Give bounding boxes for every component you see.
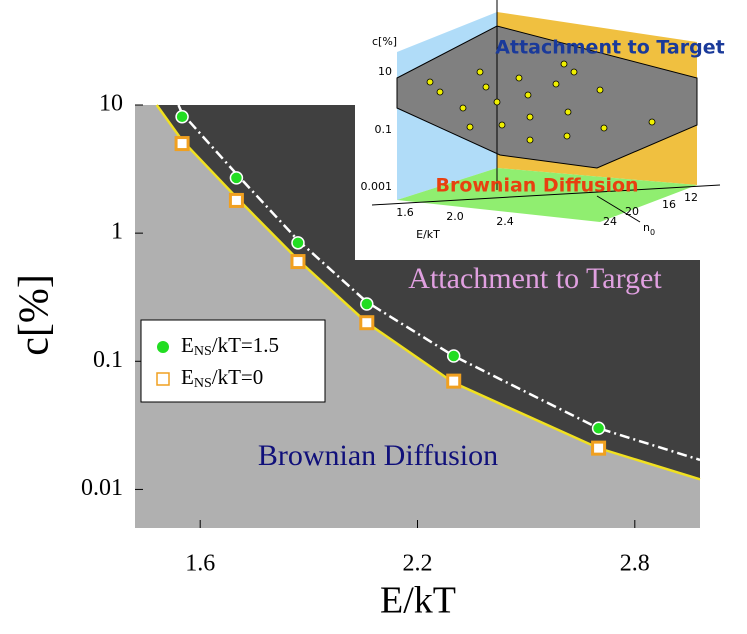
legend-label: ENS/kT=0 — [181, 365, 263, 391]
point — [228, 192, 244, 208]
y-tick-label: 10 — [99, 91, 123, 117]
inset-region-label: Brownian Diffusion — [435, 175, 638, 197]
inset-y-tick: 12 — [684, 191, 698, 204]
inset-y-tick: 24 — [603, 215, 617, 228]
inset-y-tick: 16 — [662, 198, 676, 211]
legend-label-part: E — [181, 333, 194, 357]
x-axis-label: E/kT — [380, 580, 456, 622]
legend-box — [140, 319, 326, 403]
inset-z-tick: 0.001 — [361, 180, 393, 193]
region-diffusion — [135, 105, 700, 528]
legend-label-part: /kT=0 — [212, 365, 264, 389]
inset-y-tick: 20 — [625, 205, 639, 218]
x-tick-label: 2.8 — [620, 551, 650, 577]
inset-x-label: E/kT — [416, 228, 440, 241]
inset-z-tick: 0.1 — [375, 123, 393, 136]
point — [591, 440, 607, 456]
point — [360, 297, 374, 311]
point — [291, 236, 305, 250]
point — [174, 136, 190, 152]
y-tick-label: 0.1 — [93, 347, 123, 373]
inset-y-label-main: n — [643, 221, 650, 234]
legend-symbol — [157, 341, 169, 353]
boundary-line — [155, 104, 701, 481]
x-tick-label: 2.2 — [403, 551, 433, 577]
legend-label: ENS/kT=1.5 — [181, 333, 279, 359]
point — [446, 349, 461, 363]
y-axis-label: c[%] — [12, 274, 58, 356]
inset-plot: c[%] 10 0.1 0.001 Attachment to Target B… — [355, 0, 747, 260]
point — [175, 109, 189, 124]
legend-label-part: /kT=1.5 — [212, 333, 279, 357]
annotation: Brownian Diffusion — [258, 439, 498, 472]
point — [591, 421, 606, 436]
inset-y-axis — [596, 195, 641, 223]
point — [359, 315, 375, 331]
inset-z-tick: 10 — [378, 65, 392, 78]
legend-label-sub: NS — [194, 344, 212, 359]
point — [290, 254, 306, 270]
inset-x-tick: 2.0 — [446, 210, 464, 223]
y-tick-label: 0.01 — [81, 475, 123, 501]
inset-region-label: Attachment to Target — [495, 37, 724, 59]
point — [229, 171, 244, 185]
legend-label-part: E — [181, 365, 194, 389]
inset-y-label: n0 — [643, 221, 655, 237]
inset-x-axis — [371, 184, 721, 206]
inset-y-label-sub: 0 — [650, 228, 655, 237]
inset-x-tick: 2.4 — [496, 215, 514, 228]
inset-dots — [426, 60, 656, 144]
inset-surface — [396, 25, 698, 169]
legend-label-sub: NS — [194, 376, 212, 391]
boundary-line — [177, 104, 701, 462]
y-tick-label: 1 — [111, 219, 123, 245]
annotation: Attachment to Target — [408, 262, 662, 295]
point — [446, 373, 462, 389]
inset-z-label: c[%] — [372, 35, 397, 48]
inset-x-tick: 1.6 — [396, 206, 414, 219]
x-tick-label: 1.6 — [185, 551, 215, 577]
legend-symbol — [156, 372, 170, 386]
